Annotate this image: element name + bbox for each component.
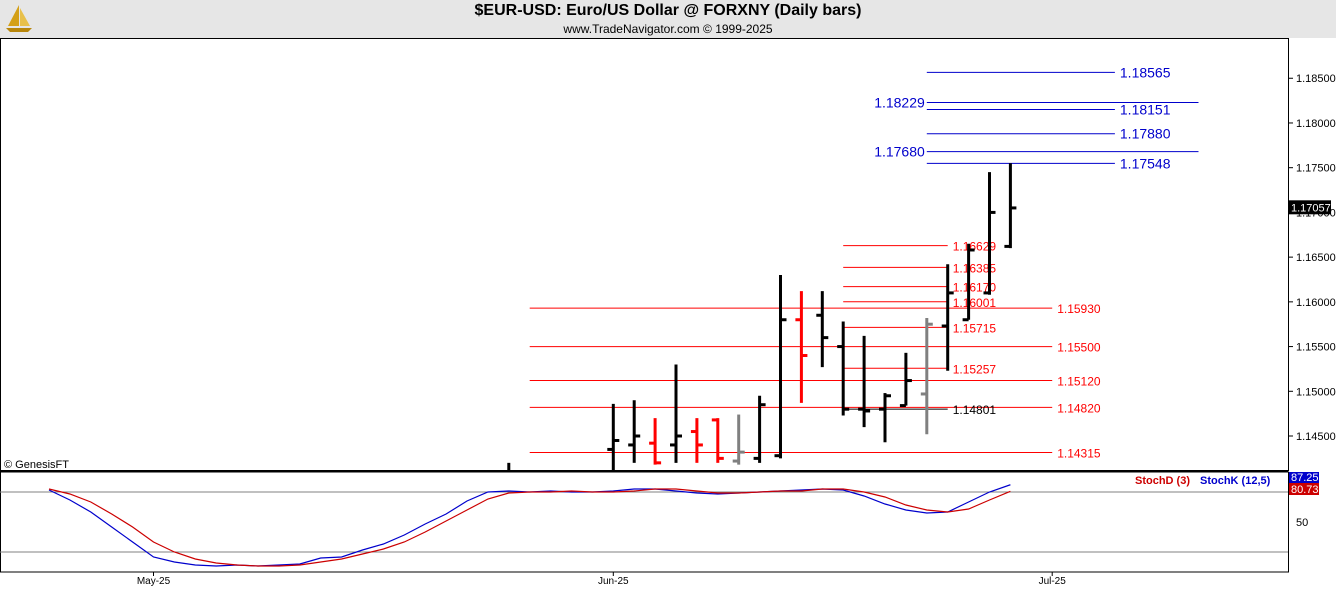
legend-stoch-k: StochK (12,5) [1200, 475, 1271, 487]
stoch-line-d [48, 488, 1011, 567]
ohlc-bar [753, 395, 766, 463]
ohlc-bar [858, 335, 871, 428]
stoch-k-value: 87.25 [1291, 472, 1319, 484]
y-tick-label: 1.18000 [1296, 118, 1336, 130]
chart-title: $EUR-USD: Euro/US Dollar @ FORXNY (Daily… [474, 2, 862, 19]
y-tick-label: 1.16000 [1296, 297, 1336, 309]
ohlc-bar [941, 264, 954, 371]
stoch-d-value-box [1289, 483, 1319, 495]
ohlc-bar [774, 275, 787, 459]
y-tick-label: 1.16500 [1296, 252, 1336, 264]
level-label: 1.15930 [1057, 302, 1101, 316]
chart-header [0, 0, 1336, 38]
ohlc-bar [1004, 163, 1017, 249]
level-label: 1.17548 [1120, 155, 1171, 171]
ohlc-bar [690, 418, 703, 463]
ohlc-bar [607, 403, 620, 470]
ohlc-bar [795, 291, 808, 403]
y-tick-label: 1.15500 [1296, 342, 1336, 354]
chart-subtitle: www.TradeNavigator.com © 1999-2025 [563, 22, 773, 36]
ohlc-bar [983, 172, 996, 295]
level-label: 1.18151 [1120, 101, 1171, 117]
stoch-d-value: 80.73 [1291, 484, 1319, 496]
ohlc-bar [920, 317, 933, 435]
ohlc-bar [649, 418, 662, 465]
ohlc-bar [711, 418, 724, 463]
last-price-box [1289, 200, 1331, 215]
level-label: 1.18229 [874, 94, 925, 110]
x-tick-label: Jun-25 [598, 576, 629, 587]
level-label: 1.15500 [1057, 341, 1101, 355]
level-label: 1.14801 [953, 403, 997, 417]
level-label: 1.16001 [953, 296, 997, 310]
x-tick-label: May-25 [137, 576, 171, 587]
level-label: 1.15120 [1057, 375, 1101, 389]
stoch-line-k [48, 484, 1011, 567]
ohlc-bar [837, 321, 850, 416]
stoch-k-value-box [1289, 472, 1319, 483]
ohlc-bar [816, 291, 829, 368]
y-tick-label: 1.17500 [1296, 163, 1336, 175]
ohlc-bar [879, 393, 891, 443]
level-label: 1.18565 [1120, 64, 1171, 80]
level-label: 1.16385 [953, 261, 997, 275]
ohlc-bar [628, 400, 641, 463]
x-tick-label: Jul-25 [1039, 576, 1067, 587]
last-price-label: 1.17057 [1291, 202, 1331, 214]
ohlc-bar [732, 414, 745, 465]
level-label: 1.17680 [874, 144, 925, 160]
price-panel: 1.185001.180001.175001.170001.165001.160… [0, 38, 1336, 472]
level-label: 1.14315 [1057, 447, 1101, 461]
level-label: 1.16170 [953, 281, 997, 295]
ohlc-bar [962, 243, 975, 322]
y-tick-label: 1.14500 [1296, 431, 1336, 443]
level-label: 1.14820 [1057, 401, 1101, 415]
level-label: 1.15257 [953, 362, 997, 376]
ohlc-bar [899, 352, 912, 408]
watermark: © GenesisFT [4, 459, 69, 471]
ohlc-bar [670, 364, 682, 463]
legend-stoch-d: StochD (3) [1135, 475, 1190, 487]
sailboat-logo-icon [6, 5, 32, 32]
stoch-y-tick-label: 50 [1296, 517, 1308, 529]
y-tick-label: 1.18500 [1296, 73, 1336, 85]
level-label: 1.17880 [1120, 126, 1171, 142]
y-tick-label: 1.15000 [1296, 386, 1336, 398]
price-chart: 1.185001.180001.175001.170001.165001.160… [0, 38, 1336, 587]
stoch-plot-frame [0, 471, 1289, 573]
level-label: 1.15715 [953, 321, 997, 335]
level-label: 1.16629 [953, 240, 997, 254]
